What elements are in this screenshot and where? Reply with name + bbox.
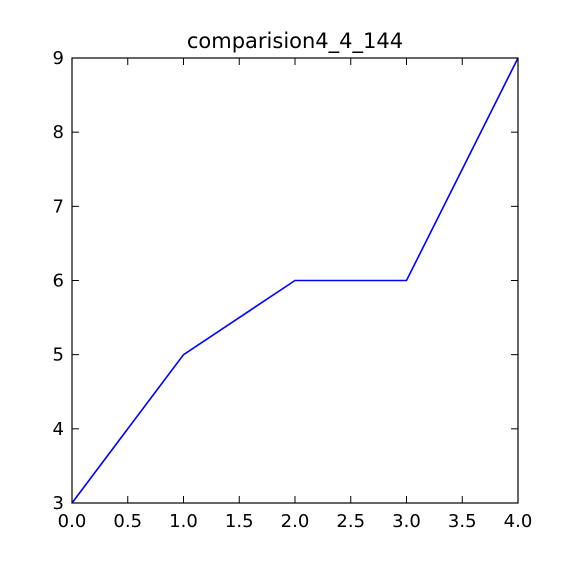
y-tick-label: 4 <box>53 419 64 440</box>
x-tick-label: 0.5 <box>113 511 142 532</box>
x-tick-label: 1.0 <box>169 511 198 532</box>
x-tick-label: 0.0 <box>58 511 87 532</box>
y-tick-label: 3 <box>53 493 64 514</box>
x-tick-label: 2.5 <box>336 511 365 532</box>
y-tick-label: 7 <box>53 196 64 217</box>
y-tick-label: 9 <box>53 48 64 69</box>
chart-title: comparision4_4_144 <box>187 29 403 54</box>
x-tick-label: 4.0 <box>504 511 533 532</box>
y-tick-label: 8 <box>53 122 64 143</box>
y-tick-label: 6 <box>53 271 64 292</box>
x-tick-label: 2.0 <box>281 511 310 532</box>
x-tick-label: 3.5 <box>448 511 477 532</box>
y-tick-label: 5 <box>53 345 64 366</box>
x-tick-label: 3.0 <box>392 511 421 532</box>
x-tick-label: 1.5 <box>225 511 254 532</box>
